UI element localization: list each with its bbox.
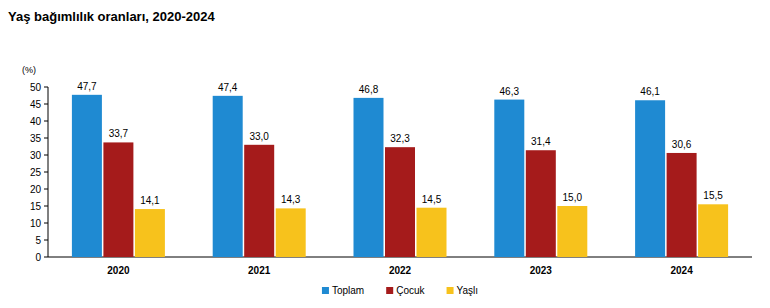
legend: Toplam Çocuk Yaşlı [322,285,478,296]
bar [135,209,165,257]
bar [276,208,306,257]
x-tick-label: 2021 [248,265,271,276]
y-tick-label: 45 [30,99,42,110]
y-tick [44,257,48,258]
y-tick [44,240,48,241]
data-label: 46,3 [500,86,520,97]
data-labels: 47,7 33,7 14,1 47,4 33,0 14,3 46,8 32,3 14,5 46,3… [77,81,723,206]
x-tick-label: 2023 [530,265,553,276]
data-label: 14,3 [281,194,301,205]
legend-swatch [386,287,393,294]
x-tick-label: 2022 [389,265,412,276]
data-label: 46,1 [640,86,660,97]
data-label: 33,7 [109,128,129,139]
bar [103,142,133,257]
legend-swatch [447,287,454,294]
bar [417,208,447,257]
data-label: 32,3 [390,133,410,144]
data-label: 46,8 [359,84,379,95]
data-label: 30,6 [672,139,692,150]
data-label: 15,0 [563,192,583,203]
chart: Yaş bağımlılık oranları, 2020-2024 (%) 0 5 1… [0,0,770,308]
bar [698,204,728,257]
y-tick-label: 5 [35,235,41,246]
y-tick-label: 30 [30,150,42,161]
y-axis [48,87,49,257]
legend-label: Çocuk [396,285,425,296]
bar [385,147,415,257]
bar [526,150,556,257]
bar [72,95,102,257]
bar [354,98,384,257]
y-tick-label: 15 [30,201,42,212]
title: Yaş bağımlılık oranları, 2020-2024 [8,9,215,24]
y-tick [44,172,48,173]
data-label: 31,4 [531,136,551,147]
data-label: 47,7 [77,81,97,92]
y-tick-label: 0 [35,252,41,263]
y-tick [44,104,48,105]
y-tick-label: 10 [30,218,42,229]
y-tick [44,138,48,139]
y-tick-label: 40 [30,116,42,127]
y-tick [44,155,48,156]
bar [667,153,697,257]
bar [244,145,274,257]
y-tick [44,223,48,224]
y-tick-label: 25 [30,167,42,178]
legend-item: Çocuk [386,285,425,296]
bars [72,95,728,257]
bar [494,100,524,257]
x-tick-label: 2024 [670,265,693,276]
y-tick [44,189,48,190]
y-tick-label: 20 [30,184,42,195]
x-tick-label: 2020 [107,265,130,276]
y-tick [44,206,48,207]
data-label: 14,1 [140,195,160,206]
legend-label: Toplam [332,285,364,296]
data-label: 47,4 [218,82,238,93]
bar [557,206,587,257]
legend-label: Yaşlı [457,285,479,296]
y-tick-label: 50 [30,82,42,93]
legend-item: Yaşlı [447,285,479,296]
y-axis-label: (%) [22,65,36,75]
data-label: 14,5 [422,194,442,205]
page: {"chart_data": {"type": "bar", "title": … [0,0,770,308]
y-tick [44,121,48,122]
data-label: 33,0 [249,131,269,142]
legend-item: Toplam [322,285,364,296]
legend-swatch [322,287,329,294]
y-tick [44,87,48,88]
data-label: 15,5 [703,190,723,201]
y-tick-label: 35 [30,133,42,144]
bar [213,96,243,257]
bar [635,100,665,257]
